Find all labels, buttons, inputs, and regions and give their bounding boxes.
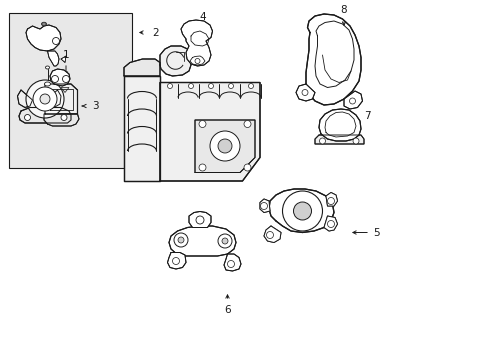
Polygon shape <box>47 51 59 66</box>
Text: 5: 5 <box>372 228 379 238</box>
Circle shape <box>282 191 322 231</box>
Polygon shape <box>19 108 71 123</box>
Polygon shape <box>124 59 160 76</box>
Polygon shape <box>343 91 362 109</box>
Circle shape <box>327 220 334 228</box>
Circle shape <box>62 76 69 82</box>
Polygon shape <box>61 87 69 93</box>
Polygon shape <box>61 56 66 63</box>
Polygon shape <box>195 120 254 172</box>
Polygon shape <box>160 46 191 76</box>
Polygon shape <box>224 254 241 271</box>
Text: 4: 4 <box>199 12 205 22</box>
Polygon shape <box>318 109 360 141</box>
Circle shape <box>24 114 30 121</box>
Polygon shape <box>181 20 212 66</box>
Circle shape <box>352 138 358 144</box>
Circle shape <box>302 90 307 95</box>
Circle shape <box>218 139 231 153</box>
Polygon shape <box>26 25 61 51</box>
Circle shape <box>199 121 205 127</box>
Polygon shape <box>260 199 269 212</box>
Ellipse shape <box>45 66 49 69</box>
Polygon shape <box>160 82 260 181</box>
Circle shape <box>218 234 231 248</box>
Ellipse shape <box>41 22 46 26</box>
Circle shape <box>26 80 64 118</box>
Polygon shape <box>124 76 160 181</box>
Circle shape <box>260 202 267 210</box>
Polygon shape <box>189 211 210 228</box>
Circle shape <box>174 233 187 247</box>
Circle shape <box>199 164 205 171</box>
Text: 8: 8 <box>340 5 346 15</box>
Circle shape <box>167 84 172 89</box>
Polygon shape <box>314 135 363 144</box>
Bar <box>9 13 131 167</box>
Polygon shape <box>50 69 70 86</box>
Circle shape <box>248 84 253 89</box>
Circle shape <box>227 261 234 267</box>
Circle shape <box>52 37 60 45</box>
Polygon shape <box>18 90 32 108</box>
Circle shape <box>244 164 250 171</box>
Circle shape <box>222 238 227 244</box>
Text: 6: 6 <box>224 305 230 315</box>
Ellipse shape <box>42 23 45 25</box>
Text: 3: 3 <box>92 101 99 111</box>
Circle shape <box>209 131 240 161</box>
Circle shape <box>228 84 233 89</box>
Polygon shape <box>325 193 337 206</box>
Polygon shape <box>264 226 281 243</box>
Polygon shape <box>45 84 77 114</box>
Polygon shape <box>46 90 61 108</box>
Polygon shape <box>169 226 236 256</box>
Circle shape <box>195 58 200 63</box>
Circle shape <box>51 76 59 82</box>
Circle shape <box>61 114 67 121</box>
Text: 2: 2 <box>152 27 159 37</box>
Polygon shape <box>167 252 185 269</box>
Circle shape <box>208 84 213 89</box>
Circle shape <box>196 216 203 224</box>
Circle shape <box>188 84 193 89</box>
Circle shape <box>349 98 355 104</box>
Ellipse shape <box>44 82 50 86</box>
Circle shape <box>33 87 57 111</box>
Polygon shape <box>295 84 314 101</box>
Polygon shape <box>268 189 333 233</box>
Polygon shape <box>324 216 337 231</box>
Circle shape <box>178 237 183 243</box>
Circle shape <box>319 138 325 144</box>
Circle shape <box>172 257 179 265</box>
Circle shape <box>40 94 50 104</box>
Circle shape <box>266 231 273 239</box>
Circle shape <box>327 198 334 204</box>
Circle shape <box>244 121 250 127</box>
Circle shape <box>293 202 311 220</box>
Text: 7: 7 <box>363 111 370 121</box>
Text: 1: 1 <box>62 50 69 60</box>
Polygon shape <box>44 114 79 126</box>
Polygon shape <box>305 14 360 105</box>
